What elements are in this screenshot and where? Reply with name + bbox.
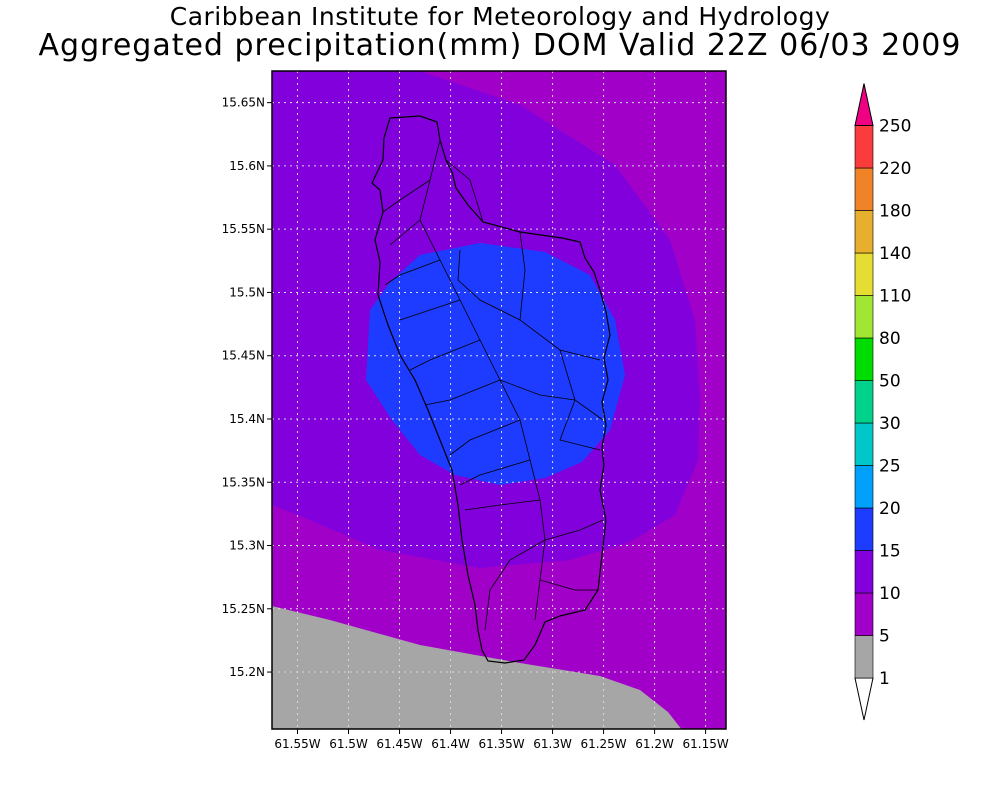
colorbar-level-label: 25 (879, 457, 901, 477)
longitude-tick-labels: 61.55W 61.5W 61.45W 61.4W 61.35W 61.3W 61.25W 6… (274, 737, 728, 751)
colorbar-box (854, 295, 874, 339)
colorbar-level-label: 5 (879, 627, 890, 647)
lon-tick-label: 61.25W (580, 737, 626, 751)
precip-fields (272, 71, 726, 729)
colorbar-box (854, 422, 874, 466)
colorbar-level-label: 30 (879, 414, 901, 434)
colorbar-box (854, 550, 874, 594)
lat-tick-label: 15.35N (222, 475, 265, 489)
colorbar-level-label: 180 (879, 202, 911, 222)
lon-tick-label: 61.45W (376, 737, 422, 751)
lon-tick-label: 61.15W (682, 737, 728, 751)
colorbar-over-triangle (854, 83, 874, 126)
lon-tick-label: 61.55W (274, 737, 320, 751)
lat-tick-label: 15.65N (222, 96, 265, 110)
title-line-2: Aggregated precipitation(mm) DOM Valid 2… (38, 28, 962, 63)
colorbar-level-label: 140 (879, 244, 911, 264)
precip-below-5-region (272, 606, 682, 729)
lat-tick-label: 15.45N (222, 349, 265, 363)
map-frame (271, 70, 727, 730)
latitude-tick-labels: 15.2N 15.25N 15.3N 15.35N 15.4N 15.45N 15.5N 15… (222, 96, 265, 679)
colorbar-under-triangle (854, 677, 874, 721)
lon-tick-label: 61.5W (329, 737, 368, 751)
colorbar-level-label: 1 (879, 669, 890, 689)
lat-tick-label: 15.2N (229, 665, 265, 679)
colorbar-box (854, 337, 874, 381)
colorbar-box (854, 507, 874, 551)
title-line-1: Caribbean Institute for Meteorology and … (169, 2, 831, 31)
lat-tick-label: 15.6N (229, 159, 265, 173)
map-gridlines (267, 71, 726, 734)
lon-tick-label: 61.4W (431, 737, 470, 751)
lat-tick-label: 15.3N (229, 539, 265, 553)
colorbar-level-label: 80 (879, 329, 901, 349)
lon-tick-label: 61.2W (635, 737, 674, 751)
lat-tick-label: 15.4N (229, 412, 265, 426)
lat-tick-label: 15.25N (222, 602, 265, 616)
precip-15-20-region (366, 243, 625, 485)
colorbar-level-label: 20 (879, 499, 901, 519)
colorbar-box (854, 635, 874, 679)
colorbar-box (854, 252, 874, 296)
colorbar-box (854, 380, 874, 424)
lon-tick-label: 61.35W (478, 737, 524, 751)
lat-tick-label: 15.5N (229, 285, 265, 299)
colorbar-box (854, 125, 874, 169)
colorbar-level-label: 110 (879, 287, 911, 307)
colorbar-box (854, 592, 874, 636)
colorbar-level-label: 15 (879, 542, 901, 562)
river-network (382, 139, 604, 631)
colorbar-box (854, 167, 874, 211)
colorbar-level-label: 10 (879, 584, 901, 604)
colorbar-level-label: 250 (879, 117, 911, 137)
colorbar-level-label: 220 (879, 159, 911, 179)
colorbar-level-label: 50 (879, 372, 901, 392)
lon-tick-label: 61.3W (533, 737, 572, 751)
lat-tick-label: 15.55N (222, 222, 265, 236)
colorbar-box (854, 210, 874, 254)
colorbar-box (854, 465, 874, 509)
